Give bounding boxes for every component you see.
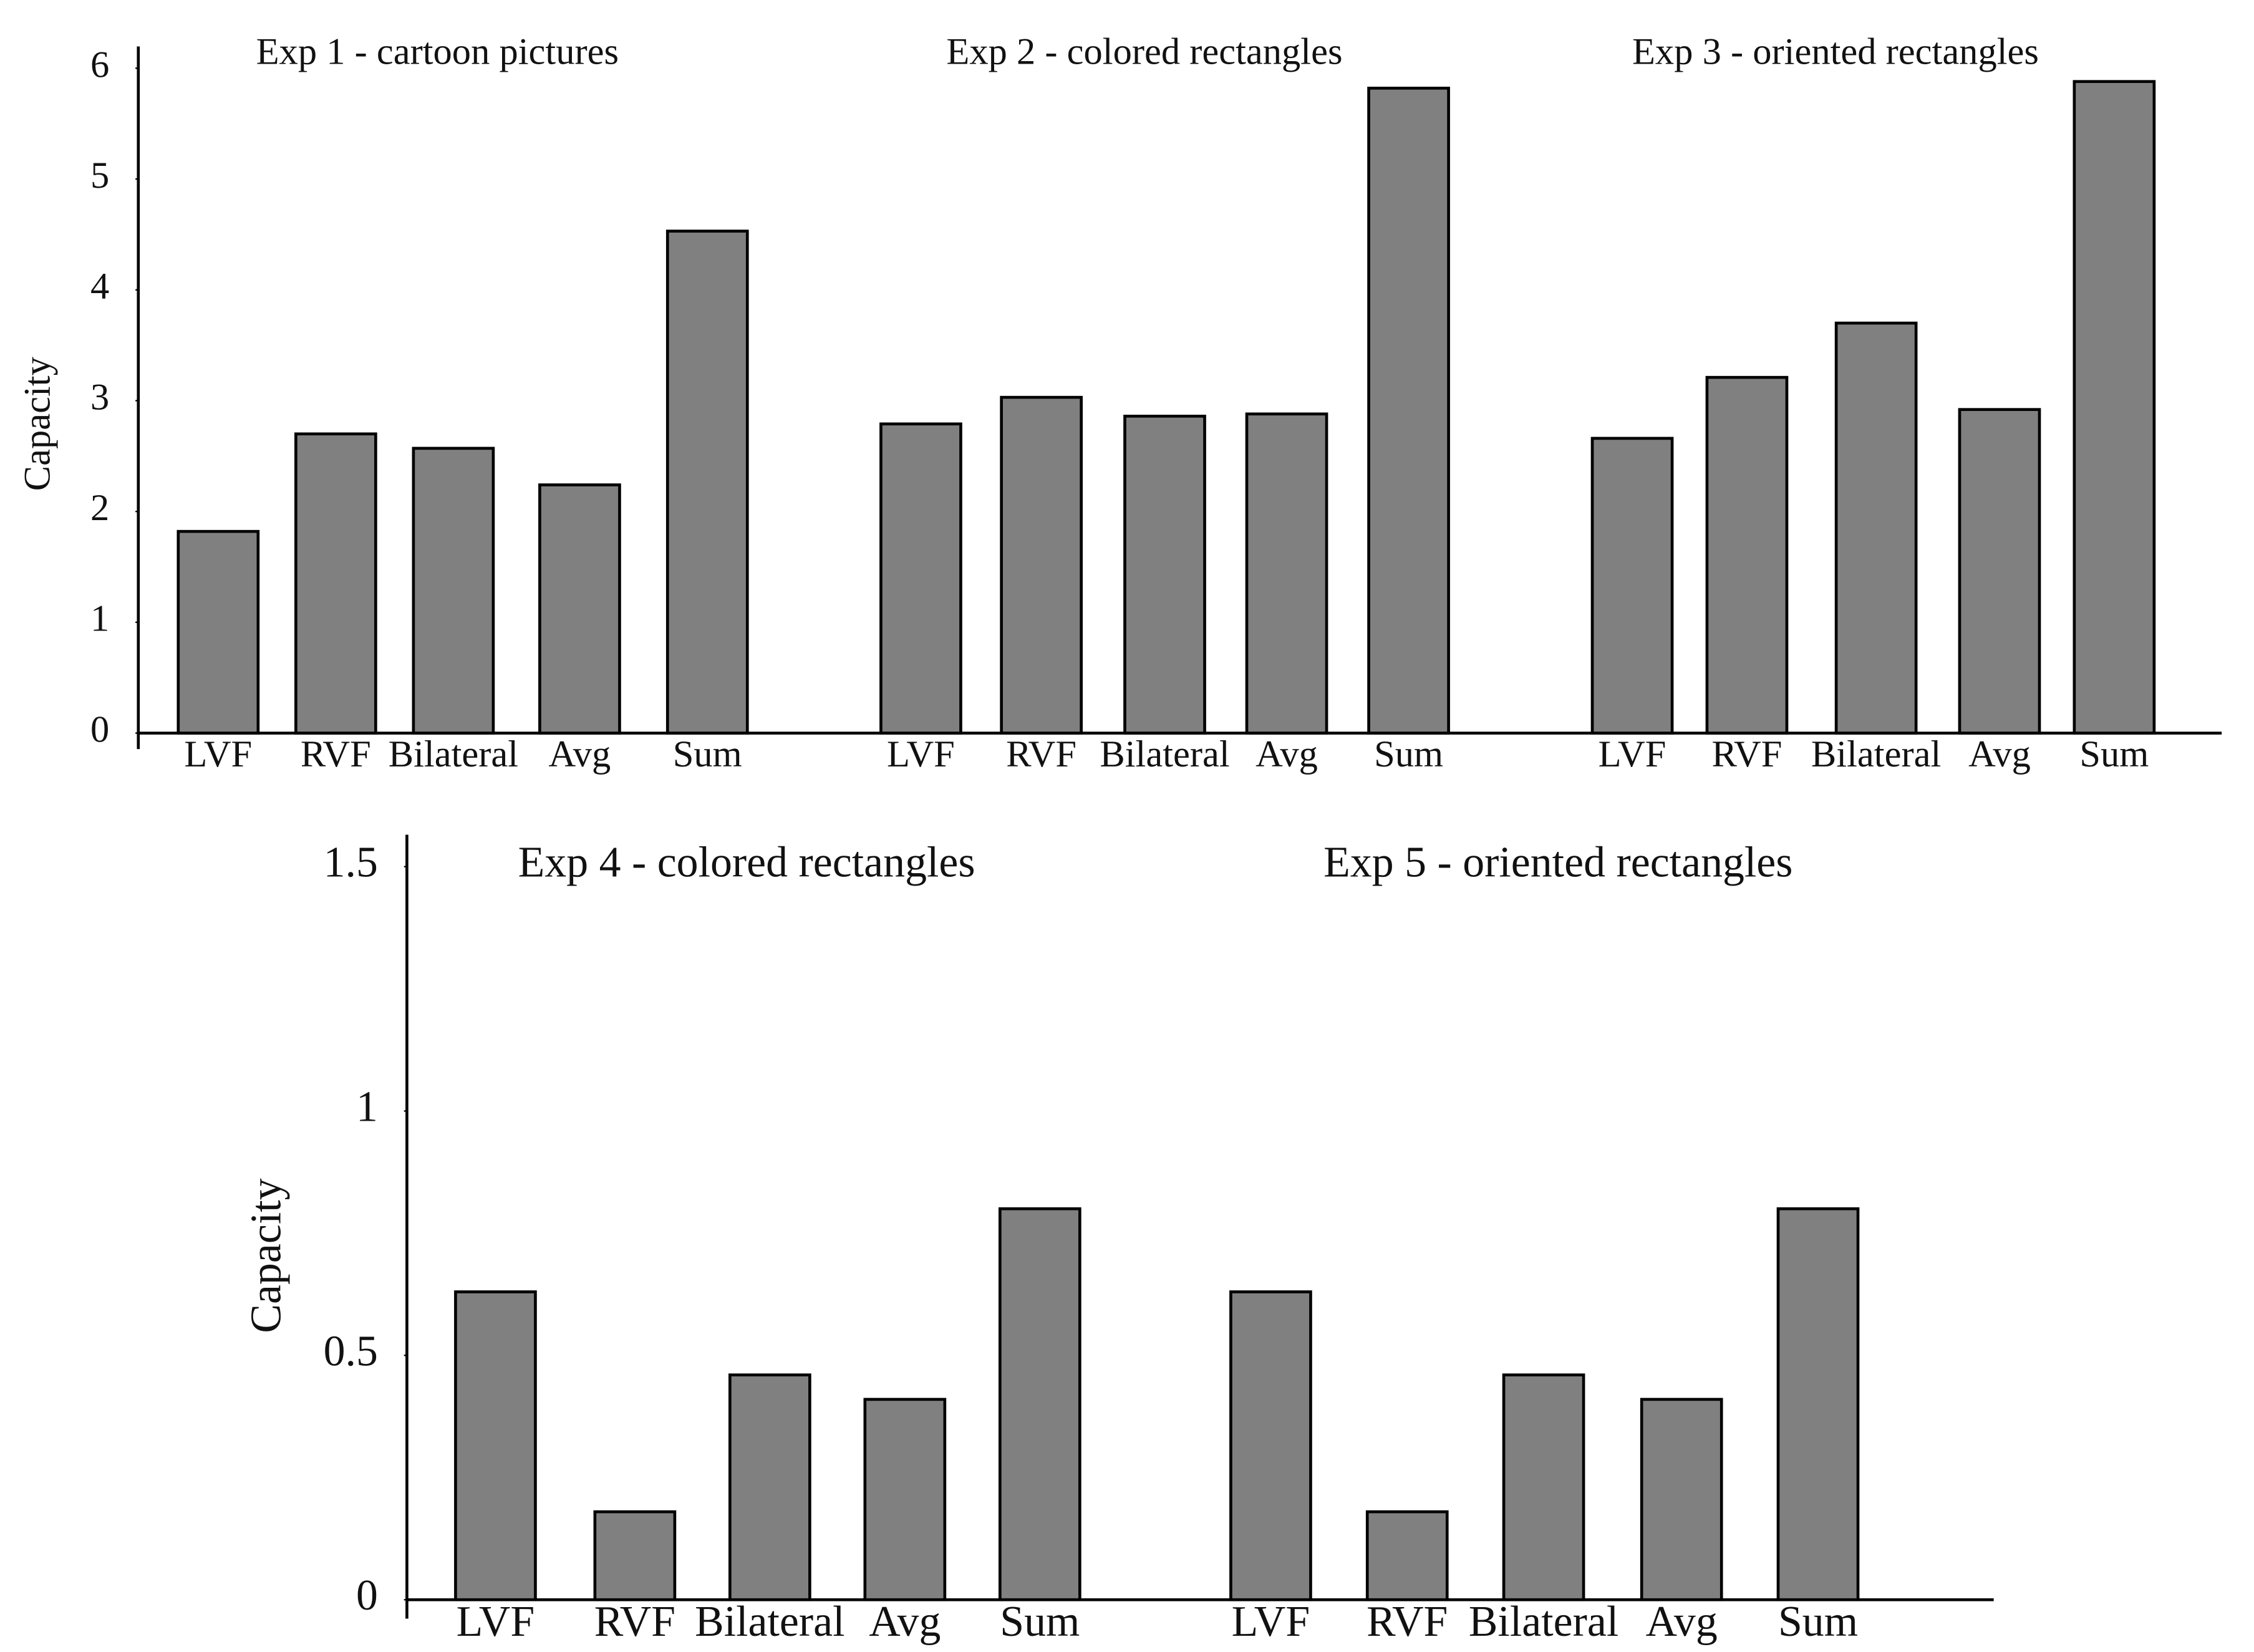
- bar: [1834, 321, 1918, 735]
- bar: [593, 1510, 677, 1601]
- bar: [1365, 1510, 1449, 1601]
- bar: [1958, 408, 2041, 735]
- x-tick-label: Bilateral: [1469, 1598, 1618, 1646]
- bar: [665, 229, 749, 735]
- y-tick-label: 0: [356, 1572, 378, 1620]
- y-tick-label: 3: [90, 376, 109, 418]
- x-tick-label: Bilateral: [1100, 733, 1229, 775]
- x-tick-label: LVF: [1232, 1598, 1310, 1646]
- x-tick-label: RVF: [1366, 1598, 1448, 1646]
- bar: [1590, 437, 1674, 735]
- x-tick-label: Avg: [1968, 733, 2031, 775]
- bar: [998, 1207, 1081, 1601]
- x-tick-label: Sum: [1000, 1598, 1080, 1646]
- x-tick-label: RVF: [1712, 733, 1782, 775]
- x-tick-label: Avg: [1255, 733, 1318, 775]
- bar: [412, 447, 495, 735]
- bar: [1123, 415, 1206, 735]
- y-axis-label: Capacity: [17, 356, 59, 491]
- x-tick-label: Avg: [1646, 1598, 1718, 1646]
- group-title: Exp 1 - cartoon pictures: [256, 31, 619, 72]
- bar: [1000, 395, 1083, 735]
- bar: [454, 1290, 537, 1601]
- bar: [728, 1373, 811, 1601]
- bar: [1776, 1207, 1860, 1601]
- group-title: Exp 4 - colored rectangles: [518, 839, 975, 887]
- group-title: Exp 5 - oriented rectangles: [1323, 839, 1792, 887]
- bar: [1640, 1398, 1723, 1601]
- x-tick-label: LVF: [1599, 733, 1666, 775]
- x-tick-label: LVF: [184, 733, 252, 775]
- x-tick-label: Sum: [2079, 733, 2149, 775]
- y-tick-label: 1.5: [324, 839, 378, 887]
- bar: [2073, 80, 2156, 735]
- x-tick-label: RVF: [1006, 733, 1076, 775]
- y-axis-label: Capacity: [243, 1178, 291, 1333]
- bar: [1367, 87, 1450, 735]
- y-tick-label: 0.5: [324, 1327, 378, 1375]
- x-tick-label: RVF: [301, 733, 371, 775]
- bar: [1229, 1290, 1312, 1601]
- y-tick-label: 4: [90, 266, 109, 307]
- y-tick-label: 6: [90, 44, 109, 85]
- x-tick-label: Avg: [549, 733, 611, 775]
- x-tick-label: Avg: [869, 1598, 941, 1646]
- bar: [879, 422, 962, 735]
- x-tick-label: RVF: [594, 1598, 675, 1646]
- x-tick-label: Bilateral: [1811, 733, 1941, 775]
- x-tick-label: Bilateral: [389, 733, 518, 775]
- x-tick-label: Sum: [1778, 1598, 1858, 1646]
- x-tick-label: Bilateral: [695, 1598, 844, 1646]
- x-tick-label: LVF: [457, 1598, 535, 1646]
- bar: [177, 529, 260, 735]
- y-tick-label: 1: [356, 1083, 378, 1131]
- bar: [1502, 1373, 1585, 1601]
- bar: [294, 432, 377, 735]
- x-tick-label: Sum: [1374, 733, 1443, 775]
- group-title: Exp 2 - colored rectangles: [946, 31, 1342, 72]
- bar: [1245, 412, 1328, 735]
- y-tick-label: 1: [90, 598, 109, 640]
- bar: [1705, 375, 1789, 735]
- x-tick-label: LVF: [887, 733, 955, 775]
- y-tick-label: 0: [90, 708, 109, 750]
- group-title: Exp 3 - oriented rectangles: [1632, 31, 2039, 72]
- x-tick-label: Sum: [673, 733, 742, 775]
- bar: [863, 1398, 947, 1601]
- y-tick-label: 2: [90, 487, 109, 529]
- y-tick-label: 5: [90, 155, 109, 196]
- bar: [538, 483, 621, 735]
